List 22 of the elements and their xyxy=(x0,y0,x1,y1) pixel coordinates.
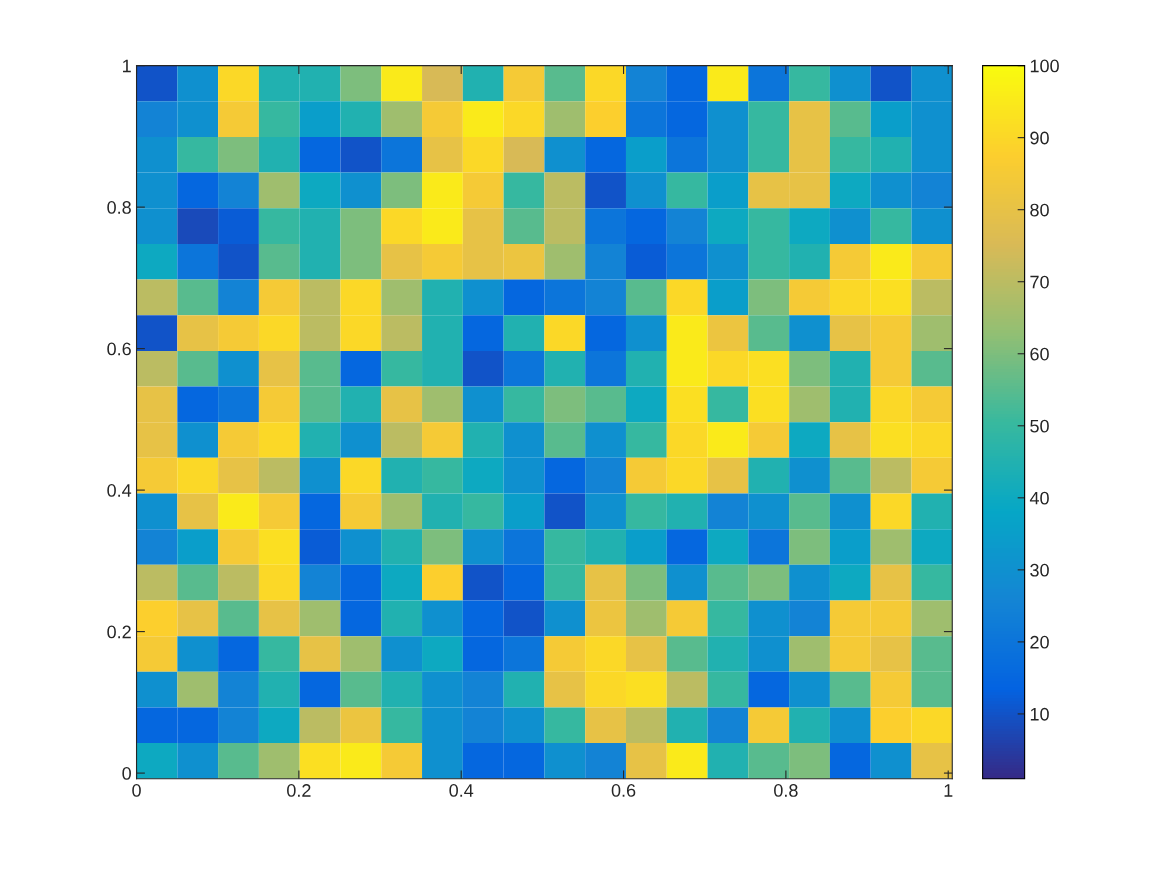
x-tick-label: 0.8 xyxy=(774,784,798,797)
color-bar-label: 40 xyxy=(1029,491,1049,505)
color-bar-label: 60 xyxy=(1030,347,1049,361)
x-tick-label: 0.2 xyxy=(287,784,311,797)
y-tick-label: 0.8 xyxy=(107,201,131,214)
y-tick-label: 0 xyxy=(122,767,131,780)
y-tick-label: 0.4 xyxy=(107,484,132,497)
color-bar-label: 100 xyxy=(1030,59,1059,73)
color-bar-label: 90 xyxy=(1030,131,1049,145)
y-tick-label: 0.6 xyxy=(107,342,131,356)
color-bar-label: 50 xyxy=(1030,419,1049,433)
color-bar-label: 70 xyxy=(1030,275,1049,289)
color-bar-label: 80 xyxy=(1030,203,1049,217)
y-tick-label: 1 xyxy=(123,59,131,73)
x-tick-label: 0 xyxy=(132,784,141,797)
x-tick-label: 1 xyxy=(944,784,953,797)
color-bar-label: 10 xyxy=(1030,707,1049,721)
color-bar-label: 20 xyxy=(1030,635,1049,649)
y-tick-label: 0.2 xyxy=(107,625,131,639)
x-tick-label: 0.6 xyxy=(611,784,636,797)
color-bar-label: 30 xyxy=(1030,563,1049,577)
x-tick-label: 0.4 xyxy=(449,784,474,797)
